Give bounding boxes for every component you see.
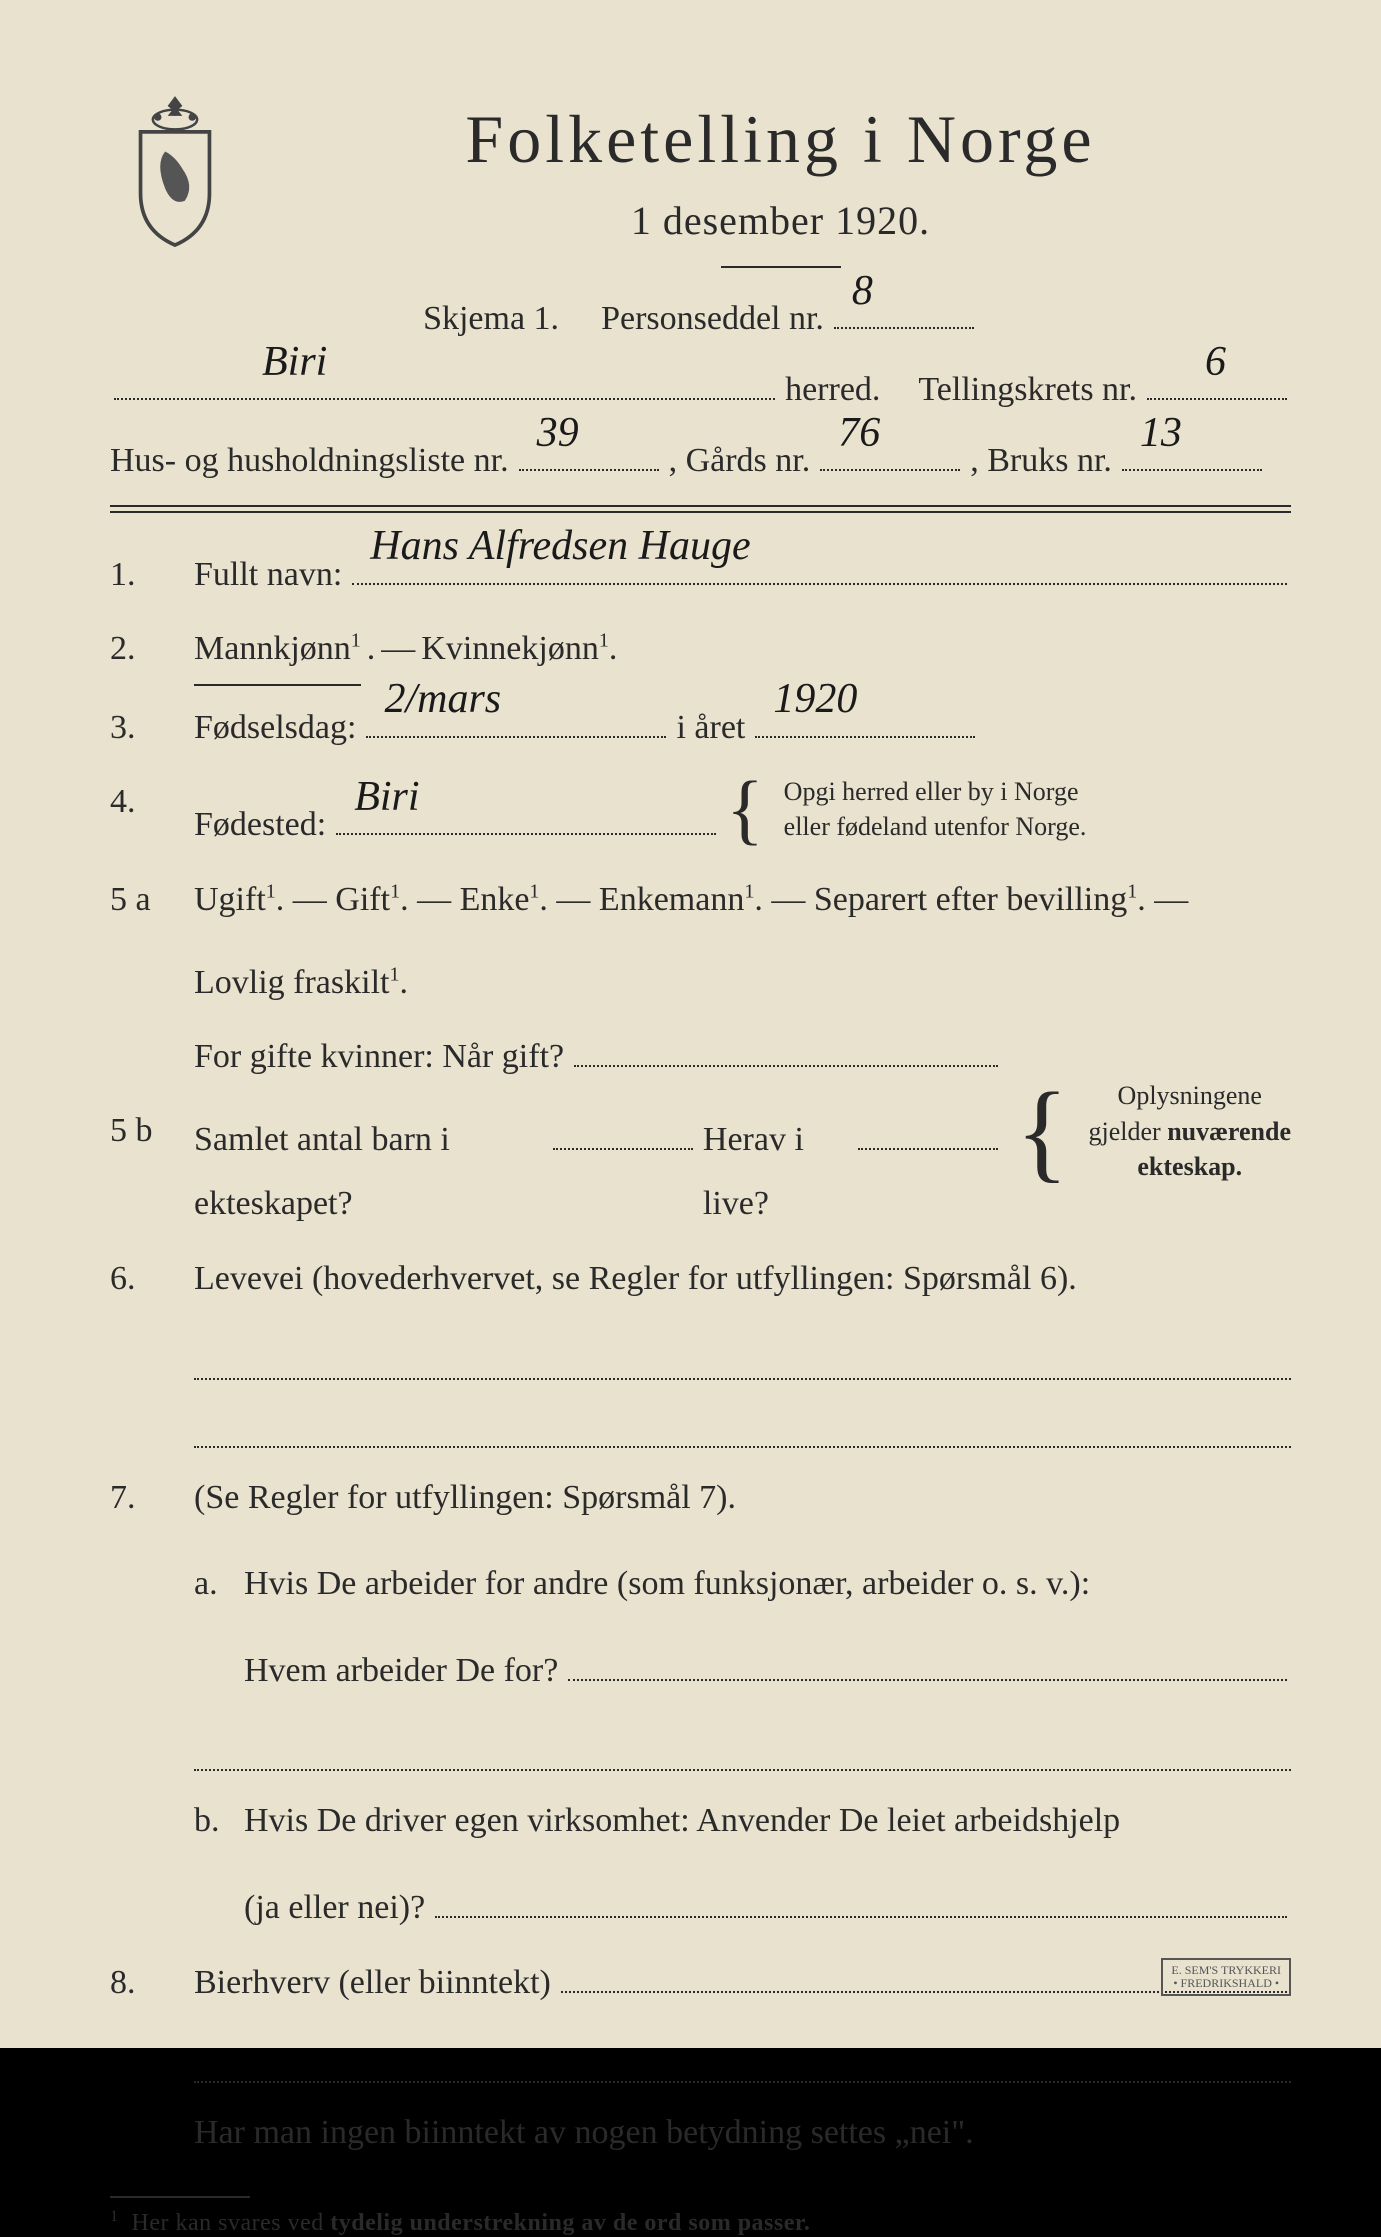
q2-row: 2. Mannkjønn1. — Kvinnekjønn1. [110,617,1291,686]
q5b-line2a-label: Samlet antal barn i ekteskapet? [194,1108,543,1237]
q4-row: 4. Fødested: Biri { Opgi herred eller by… [110,770,1291,858]
q1-label: Fullt navn: [194,543,342,608]
q3-num: 3. [110,696,180,761]
q7a-field [568,1654,1287,1681]
q8-blank-line [194,2033,1291,2083]
q3-day-field: 2/mars [366,711,666,738]
q4-side2: eller fødeland utenfor Norge. [784,809,1087,844]
stamp-line2: • FREDRIKSHALD • [1171,1977,1281,1990]
q8-row: 8. Bierhverv (eller biinntekt) [110,1951,1291,2016]
printer-stamp: E. SEM'S TRYKKERI • FREDRIKSHALD • [1161,1958,1291,1996]
q7-num: 7. [110,1466,180,1531]
title-rule [721,266,841,268]
personseddel-value: 8 [844,253,881,331]
q5b-barn-field [553,1123,693,1150]
q6-row: 6. Levevei (hovederhvervet, se Regler fo… [110,1247,1291,1312]
q3-mid: i året [676,696,745,761]
husliste-label: Hus- og husholdningsliste nr. [110,430,509,493]
q4-side1: Opgi herred eller by i Norge [784,774,1087,809]
q8-label: Bierhverv (eller biinntekt) [194,1951,551,2016]
q6-num: 6. [110,1247,180,1312]
q6-blank-line-2 [194,1398,1291,1448]
personseddel-field: 8 [834,302,974,329]
q5b-ilive-field [858,1123,998,1150]
q5b-row: 5 b For gifte kvinner: Når gift? Samlet … [110,1025,1291,1237]
q7b-row: b. Hvis De driver egen virksomhet: Anven… [110,1789,1291,1940]
q8-num: 8. [110,1951,180,2016]
q3-label: Fødselsdag: [194,696,356,761]
q7a-line2: Hvem arbeider De for? [244,1639,558,1704]
q7a-label: a. [194,1552,230,1703]
main-title: Folketelling i Norge [270,100,1291,179]
q1-num: 1. [110,543,180,608]
q3-year-value: 1920 [765,660,865,740]
herred-field: Biri [114,373,775,400]
husliste-value: 39 [529,395,587,473]
q7b-line2: (ja eller nei)? [244,1876,425,1941]
q5b-side3: ekteskap. [1089,1149,1291,1184]
q7-head: (Se Regler for utfyllingen: Spørsmål 7). [194,1466,1291,1531]
bruks-label: , Bruks nr. [970,430,1112,493]
q3-row: 3. Fødselsdag: 2/mars i året 1920 [110,696,1291,761]
gards-value: 76 [830,395,888,473]
stamp-line1: E. SEM'S TRYKKERI [1171,1964,1281,1977]
q3-year-field: 1920 [755,711,975,738]
q7b-label: b. [194,1789,230,1940]
coat-of-arms-icon [110,90,240,250]
q5b-num: 5 b [110,1099,180,1164]
gards-label: , Gårds nr. [669,430,811,493]
q3-day-value: 2/mars [376,660,509,740]
q6-blank-line-1 [194,1330,1291,1380]
personseddel-label: Personseddel nr. [601,288,824,351]
q5b-line2b-label: Herav i live? [703,1108,848,1237]
subtitle-date: 1 desember 1920. [270,197,1291,244]
footnote: 1 Her kan svares ved tydelig understrekn… [110,2208,1291,2237]
q5a-row: 5 a Ugift1. — Gift1. — Enke1. — Enkemann… [110,868,1291,1015]
q5b-side2: gjelder nuværende [1089,1114,1291,1149]
q5b-sidenote: { Oplysningene gjelder nuværende ekteska… [1016,1076,1291,1186]
bruks-value: 13 [1132,395,1190,473]
header: Folketelling i Norge 1 desember 1920. [110,90,1291,268]
q2-male: Mannkjønn1 [194,617,361,686]
q4-sidenote: { Opgi herred eller by i Norge eller fød… [726,770,1086,848]
title-block: Folketelling i Norge 1 desember 1920. [270,90,1291,268]
q6-text: Levevei (hovederhvervet, se Regler for u… [194,1247,1077,1312]
gards-field: 76 [820,444,960,471]
q4-value: Biri [346,758,427,838]
husliste-line: Hus- og husholdningsliste nr. 39 , Gårds… [110,430,1291,493]
footnote-rule [110,2196,250,2198]
q5b-yeargift-field [574,1040,998,1067]
tellingskrets-value: 6 [1197,324,1234,402]
tellingskrets-label: Tellingskrets nr. [918,359,1137,422]
bruks-field: 13 [1122,444,1262,471]
q4-label: Fødested: [194,793,326,858]
census-form-page: Folketelling i Norge 1 desember 1920. Sk… [0,0,1381,2048]
q2-num: 2. [110,617,180,682]
q7a-blank-line [194,1721,1291,1771]
q1-field: Hans Alfredsen Hauge [352,557,1287,584]
herred-value: Biri [254,324,335,402]
q5b-line1-label: For gifte kvinner: Når gift? [194,1025,564,1090]
q7b-line1: Hvis De driver egen virksomhet: Anvender… [244,1789,1291,1854]
q7b-field [435,1891,1287,1918]
footer-note: Har man ingen biinntekt av nogen betydni… [194,2101,974,2166]
q5b-side1: Oplysningene [1089,1078,1291,1113]
q7-row: 7. (Se Regler for utfyllingen: Spørsmål … [110,1466,1291,1704]
q5a-num: 5 a [110,868,180,933]
q1-value: Hans Alfredsen Hauge [362,507,758,587]
husliste-field: 39 [519,444,659,471]
footer-note-row: Har man ingen biinntekt av nogen betydni… [110,2101,1291,2166]
q1-row: 1. Fullt navn: Hans Alfredsen Hauge [110,543,1291,608]
q5a-text1: Ugift1. — Gift1. — Enke1. — Enkemann1. —… [194,868,1291,933]
q4-num: 4. [110,770,180,835]
q4-field: Biri [336,808,716,835]
schema-label: Skjema 1. [423,288,559,351]
herred-line: Biri herred. Tellingskrets nr. 6 [110,359,1291,422]
q5a-text2: Lovlig fraskilt1. [194,951,1291,1016]
q7a-line1: Hvis De arbeider for andre (som funksjon… [244,1552,1291,1617]
